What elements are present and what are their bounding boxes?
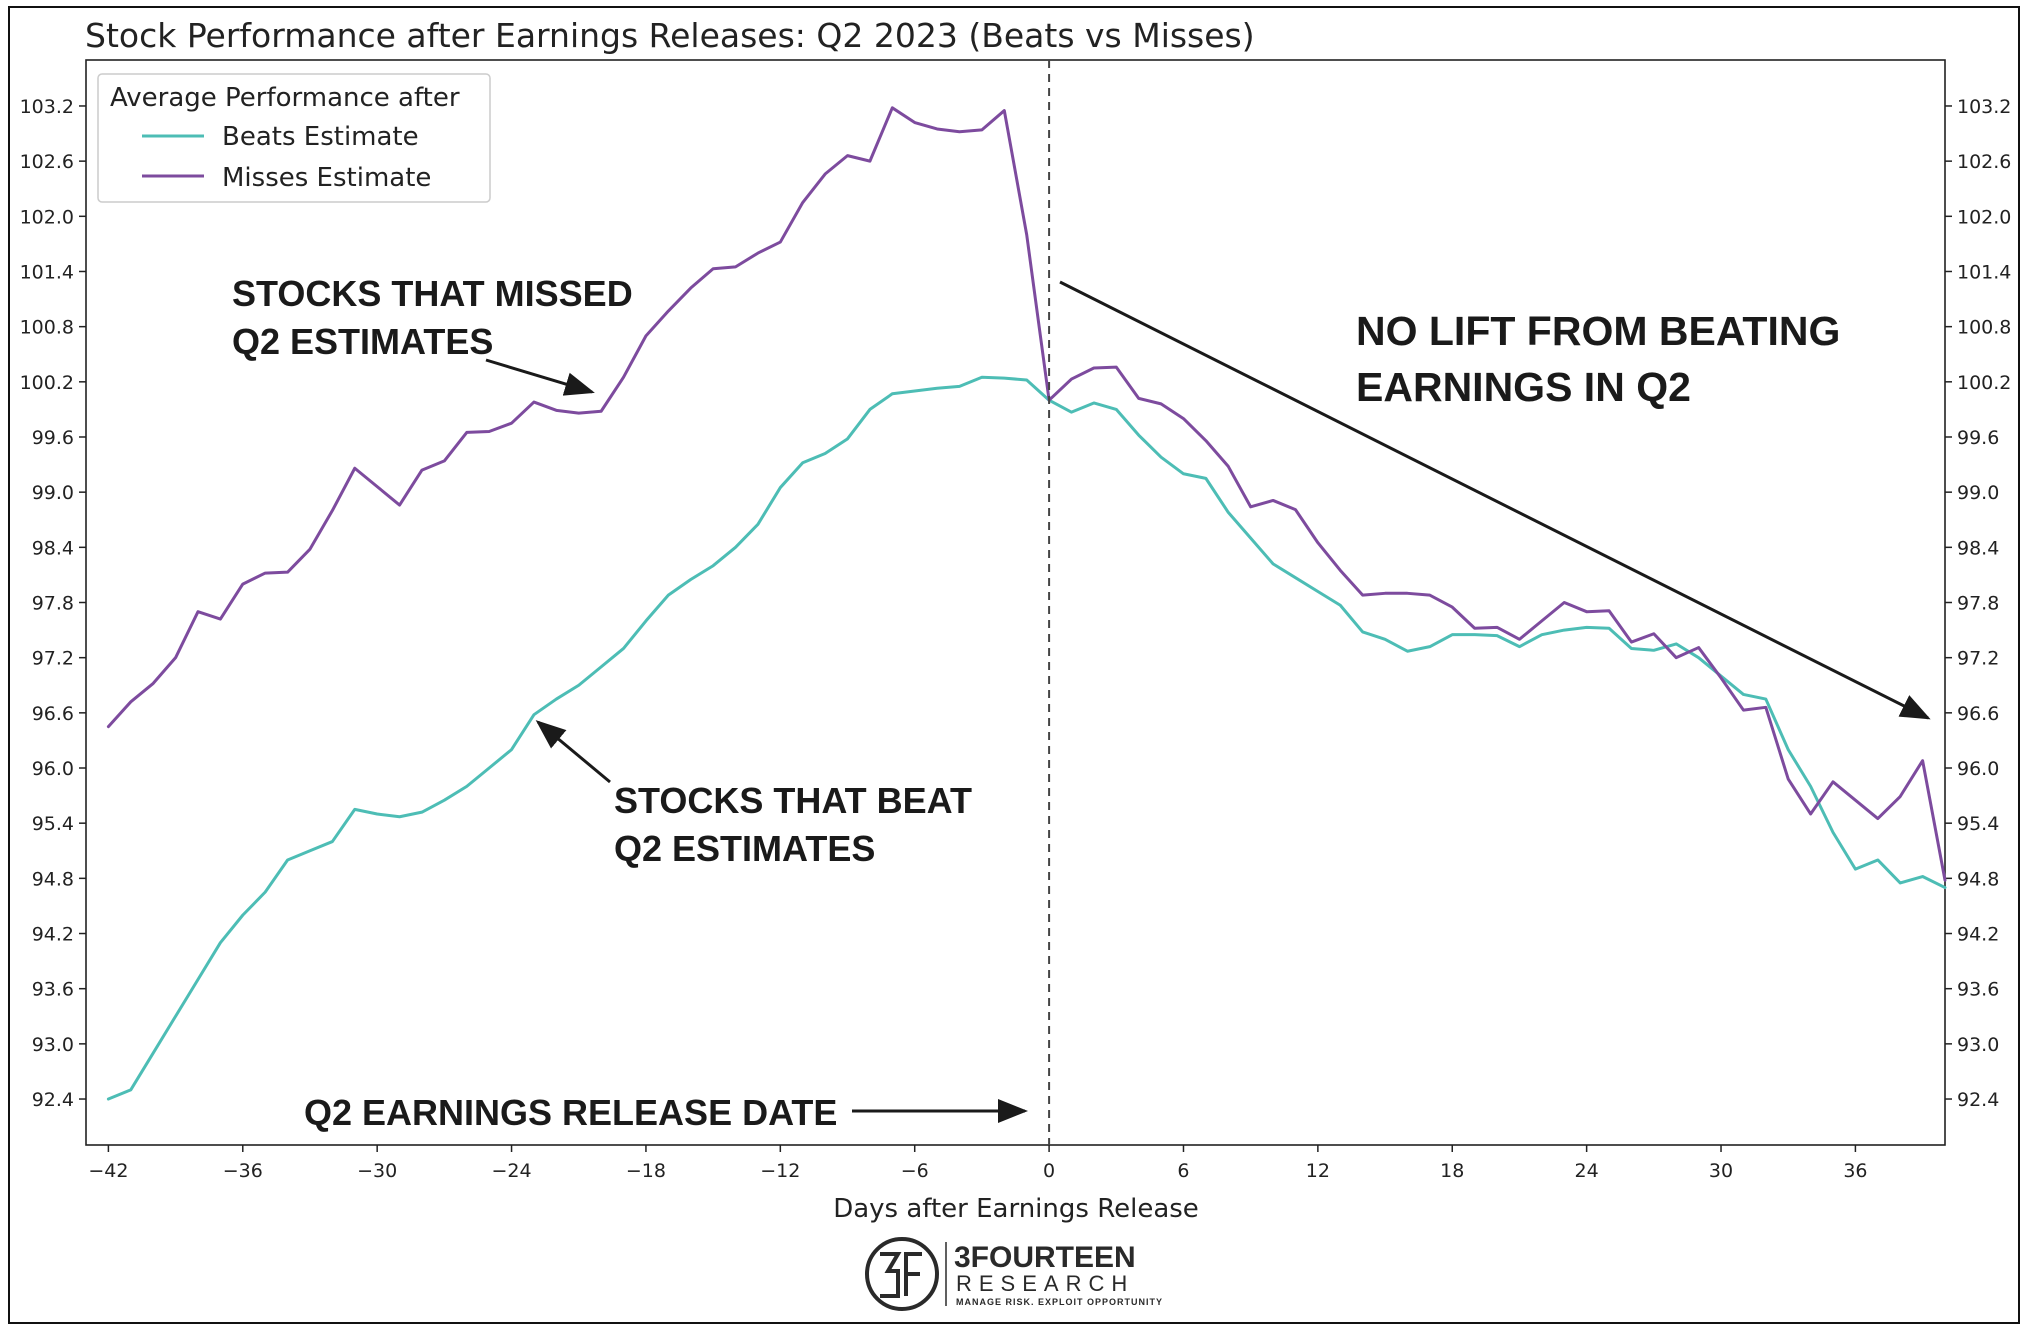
brand-sub: RESEARCH bbox=[956, 1271, 1134, 1296]
legend-box bbox=[97, 73, 491, 203]
y-tick-label-right: 95.4 bbox=[1957, 813, 1999, 835]
series-lines bbox=[106, 106, 1947, 1101]
x-tick-label: −42 bbox=[88, 1160, 128, 1182]
y-tick-label-right: 99.0 bbox=[1957, 482, 1999, 504]
plot-area bbox=[85, 59, 1946, 1146]
x-tick-label: 18 bbox=[1440, 1160, 1464, 1182]
y-tick-label-right: 102.0 bbox=[1957, 206, 2011, 228]
legend: Average Performance after Beats Estimate… bbox=[97, 73, 491, 203]
annotation-missed-line1: STOCKS THAT MISSED bbox=[232, 273, 633, 314]
x-tick-label: −30 bbox=[357, 1160, 397, 1182]
y-tick-label-left: 94.8 bbox=[32, 868, 74, 890]
y-tick-label-left: 101.4 bbox=[20, 261, 74, 283]
y-tick-label-left: 93.6 bbox=[32, 979, 74, 1001]
brand-logo-mark bbox=[865, 1237, 939, 1311]
x-tick-label: 36 bbox=[1843, 1160, 1867, 1182]
brand-logo-glyph-f bbox=[904, 1252, 922, 1296]
legend-label-misses: Misses Estimate bbox=[222, 163, 431, 193]
y-tick-label-left: 94.2 bbox=[32, 924, 74, 946]
x-tick-label: 0 bbox=[1043, 1160, 1055, 1182]
annotation-beat-arrow bbox=[535, 720, 611, 784]
y-tick-label-right: 97.2 bbox=[1957, 648, 1999, 670]
x-tick-label: 6 bbox=[1177, 1160, 1189, 1182]
x-tick-label: −6 bbox=[901, 1160, 929, 1182]
chart-title: Stock Performance after Earnings Release… bbox=[85, 16, 1255, 55]
y-tick-label-right: 100.8 bbox=[1957, 317, 2011, 339]
y-tick-label-right: 96.0 bbox=[1957, 758, 1999, 780]
y-tick-label-left: 99.0 bbox=[32, 482, 74, 504]
y-tick-label-right: 103.2 bbox=[1957, 96, 2011, 118]
brand-tagline: MANAGE RISK. EXPLOIT OPPORTUNITY bbox=[956, 1297, 1163, 1307]
x-tick-label: −18 bbox=[626, 1160, 666, 1182]
x-tick-label: −24 bbox=[491, 1160, 531, 1182]
y-tick-label-right: 93.6 bbox=[1957, 979, 1999, 1001]
legend-label-beats: Beats Estimate bbox=[222, 122, 419, 152]
brand-logo-glyph-3 bbox=[880, 1252, 902, 1298]
brand-name: 3FOURTEEN bbox=[954, 1241, 1136, 1274]
annotation-missed-line2: Q2 ESTIMATES bbox=[232, 321, 493, 362]
axis-ticks: −42 −36 −30 −24 −18 −12 −6 0 6 12 18 24 30 36 92.4 92.4… bbox=[20, 96, 2012, 1182]
y-tick-label-left: 97.2 bbox=[32, 648, 74, 670]
y-tick-label-right: 92.4 bbox=[1957, 1089, 1999, 1111]
y-tick-label-left: 96.6 bbox=[32, 703, 74, 725]
x-tick-label: −12 bbox=[760, 1160, 800, 1182]
x-tick-label: 30 bbox=[1709, 1160, 1733, 1182]
y-tick-label-right: 93.0 bbox=[1957, 1034, 1999, 1056]
annotation-release: Q2 EARNINGS RELEASE DATE bbox=[304, 1092, 1028, 1133]
annotation-beat-line1: STOCKS THAT BEAT bbox=[614, 780, 972, 821]
y-tick-label-left: 93.0 bbox=[32, 1034, 74, 1056]
y-tick-label-right: 99.6 bbox=[1957, 427, 1999, 449]
y-tick-label-left: 92.4 bbox=[32, 1089, 74, 1111]
annotation-no-lift-line2: EARNINGS IN Q2 bbox=[1356, 364, 1691, 410]
annotation-missed-arrow bbox=[485, 358, 595, 396]
y-tick-label-left: 102.6 bbox=[20, 151, 74, 173]
series-line-beats bbox=[106, 375, 1947, 1101]
y-tick-label-right: 97.8 bbox=[1957, 593, 1999, 615]
annotation-missed: STOCKS THAT MISSED Q2 ESTIMATES bbox=[232, 273, 633, 396]
y-tick-label-left: 103.2 bbox=[20, 96, 74, 118]
y-tick-label-left: 95.4 bbox=[32, 813, 74, 835]
y-tick-label-left: 99.6 bbox=[32, 427, 74, 449]
y-tick-label-left: 100.8 bbox=[20, 317, 74, 339]
chart-frame bbox=[8, 6, 2020, 1324]
x-tick-label: −36 bbox=[223, 1160, 263, 1182]
annotation-no-lift-line1: NO LIFT FROM BEATING bbox=[1356, 308, 1840, 354]
annotation-no-lift: NO LIFT FROM BEATING EARNINGS IN Q2 bbox=[1059, 280, 1931, 720]
annotation-no-lift-arrow bbox=[1059, 280, 1931, 720]
annotation-beat: STOCKS THAT BEAT Q2 ESTIMATES bbox=[535, 720, 972, 869]
y-tick-label-right: 94.8 bbox=[1957, 868, 1999, 890]
y-tick-label-left: 98.4 bbox=[32, 537, 74, 559]
y-tick-label-left: 96.0 bbox=[32, 758, 74, 780]
legend-title: Average Performance after bbox=[110, 83, 460, 113]
y-tick-label-left: 97.8 bbox=[32, 593, 74, 615]
annotation-beat-line2: Q2 ESTIMATES bbox=[614, 828, 875, 869]
y-tick-label-right: 101.4 bbox=[1957, 261, 2011, 283]
x-tick-label: 12 bbox=[1306, 1160, 1330, 1182]
x-tick-label: 24 bbox=[1575, 1160, 1599, 1182]
series-line-misses bbox=[106, 106, 1947, 882]
y-tick-label-right: 96.6 bbox=[1957, 703, 1999, 725]
y-tick-label-left: 100.2 bbox=[20, 372, 74, 394]
y-tick-label-right: 102.6 bbox=[1957, 151, 2011, 173]
y-tick-label-right: 94.2 bbox=[1957, 924, 1999, 946]
annotation-release-text: Q2 EARNINGS RELEASE DATE bbox=[304, 1092, 837, 1133]
x-axis-label: Days after Earnings Release bbox=[833, 1194, 1199, 1224]
y-tick-label-right: 98.4 bbox=[1957, 537, 1999, 559]
brand-logo: 3FOURTEEN RESEARCH MANAGE RISK. EXPLOIT … bbox=[865, 1237, 1163, 1311]
y-tick-label-right: 100.2 bbox=[1957, 372, 2011, 394]
y-tick-label-left: 102.0 bbox=[20, 206, 74, 228]
